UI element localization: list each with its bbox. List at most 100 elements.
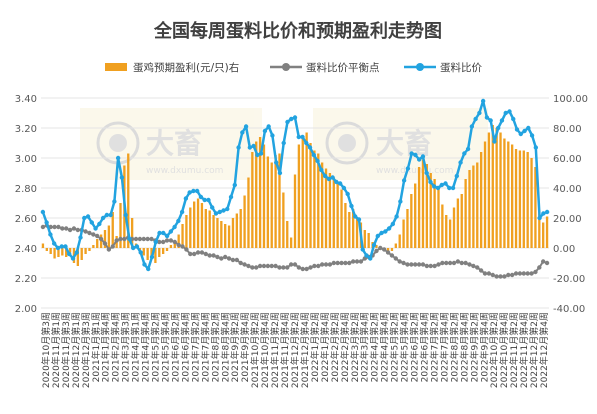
profit-bar <box>417 167 421 248</box>
balance-point-point <box>327 262 333 267</box>
profit-bar <box>476 162 479 248</box>
y-right-tick-label: 20.00 <box>553 214 582 225</box>
balance-point-point <box>354 259 360 264</box>
profit-bar <box>181 224 184 248</box>
egg-feed-ratio-point <box>435 185 441 191</box>
egg-feed-ratio-point <box>413 152 418 158</box>
egg-feed-ratio-point <box>492 139 497 144</box>
egg-feed-ratio-point <box>379 230 384 236</box>
balance-point-point <box>486 271 492 276</box>
profit-bar <box>526 152 529 248</box>
profit-bar <box>200 203 204 248</box>
egg-feed-ratio-point <box>191 188 196 194</box>
egg-feed-ratio-point <box>326 176 332 182</box>
balance-point-point <box>195 250 201 255</box>
balance-point-point <box>52 224 57 230</box>
profit-bar <box>491 125 494 248</box>
balance-point-point <box>525 271 530 276</box>
egg-feed-ratio-point <box>360 247 365 252</box>
y-left-tick-label: 2.20 <box>15 274 37 285</box>
x-tick-label: 2022年5月第2周 <box>389 312 401 382</box>
profit-bar <box>542 222 545 248</box>
profit-bar <box>65 248 68 257</box>
egg-feed-ratio-point <box>74 250 79 255</box>
egg-feed-ratio-point <box>93 226 98 231</box>
balance-point-point <box>250 265 255 270</box>
balance-point-point <box>509 272 515 278</box>
egg-feed-ratio-point <box>127 236 132 242</box>
profit-bar <box>282 192 285 248</box>
profit-bar <box>545 216 549 248</box>
profit-bar <box>119 203 122 248</box>
balance-point-point <box>102 241 108 246</box>
x-tick-label: 2022年11月第4周 <box>518 312 530 388</box>
egg-feed-ratio-point <box>247 145 253 150</box>
egg-feed-ratio-point <box>70 256 76 261</box>
x-tick-label: 2021年2月第4周 <box>110 312 122 382</box>
balance-point-point <box>60 226 65 231</box>
balance-point-point <box>215 254 220 260</box>
egg-feed-ratio-point <box>371 242 377 248</box>
egg-feed-ratio-point <box>398 199 403 204</box>
profit-bar <box>332 177 335 248</box>
x-tick-label: 2021年9月第2周 <box>229 312 241 382</box>
profit-bar <box>88 248 91 251</box>
x-tick-label: 2020年10月第3周 <box>40 312 52 388</box>
profit-bar <box>460 194 463 248</box>
profit-bar <box>309 143 312 248</box>
balance-point-point <box>428 263 433 269</box>
egg-feed-ratio-point <box>292 115 298 120</box>
y-right-tick-label: -20.00 <box>553 274 585 285</box>
egg-feed-ratio-point <box>255 152 260 158</box>
balance-point-point <box>389 253 395 258</box>
profit-bar <box>297 144 301 248</box>
profit-bar <box>84 248 87 254</box>
egg-feed-ratio-point <box>63 244 68 249</box>
balance-point-point <box>288 262 294 267</box>
egg-feed-ratio-point <box>243 124 249 129</box>
balance-point-point <box>385 250 391 255</box>
egg-feed-ratio-point <box>112 199 117 204</box>
egg-feed-ratio-point <box>345 191 350 197</box>
egg-feed-ratio-point <box>484 115 490 120</box>
x-tick-label: 2021年5月第2周 <box>150 312 162 382</box>
balance-point-point <box>106 247 112 252</box>
egg-feed-ratio-point <box>496 125 501 131</box>
balance-point-point <box>343 260 348 266</box>
egg-feed-ratio-point <box>164 233 170 239</box>
balance-point-point <box>285 265 290 270</box>
balance-point-point <box>292 262 298 267</box>
balance-point-point <box>273 263 278 269</box>
balance-point-point <box>234 257 240 263</box>
egg-feed-ratio-point <box>225 206 230 212</box>
balance-point-point <box>226 256 232 261</box>
egg-feed-ratio-point <box>405 166 411 171</box>
egg-feed-ratio-point <box>59 244 64 249</box>
x-tick-label: 2021年3月第3周 <box>120 312 132 382</box>
balance-point-point <box>160 239 166 245</box>
egg-feed-ratio-point <box>146 266 151 272</box>
profit-bar <box>390 248 394 251</box>
egg-feed-ratio-point <box>480 98 486 104</box>
balance-point-point <box>230 257 236 263</box>
balance-point-point <box>172 239 177 245</box>
y-right-tick-label: 60.00 <box>553 154 582 165</box>
balance-point-point <box>188 251 193 257</box>
egg-feed-ratio-point <box>179 209 185 215</box>
balance-point-point <box>316 263 321 269</box>
profit-bar <box>495 128 498 248</box>
egg-feed-ratio-point <box>44 220 49 225</box>
balance-point-point <box>95 233 100 239</box>
balance-point-point <box>265 263 271 269</box>
x-tick-label: 2020年12月第1周 <box>70 312 82 388</box>
egg-feed-ratio-point <box>285 119 290 125</box>
profit-bar <box>340 189 343 248</box>
x-tick-label: 2022年10月第4周 <box>498 312 510 388</box>
egg-feed-ratio-point <box>450 185 456 191</box>
egg-feed-ratio-point <box>315 158 320 164</box>
x-tick-label: 2022年4月第2周 <box>369 312 381 382</box>
egg-feed-ratio-point <box>48 232 53 237</box>
profit-bar <box>158 248 161 257</box>
profit-bar <box>479 152 483 248</box>
x-tick-label: 2021年6月第2周 <box>169 312 181 382</box>
